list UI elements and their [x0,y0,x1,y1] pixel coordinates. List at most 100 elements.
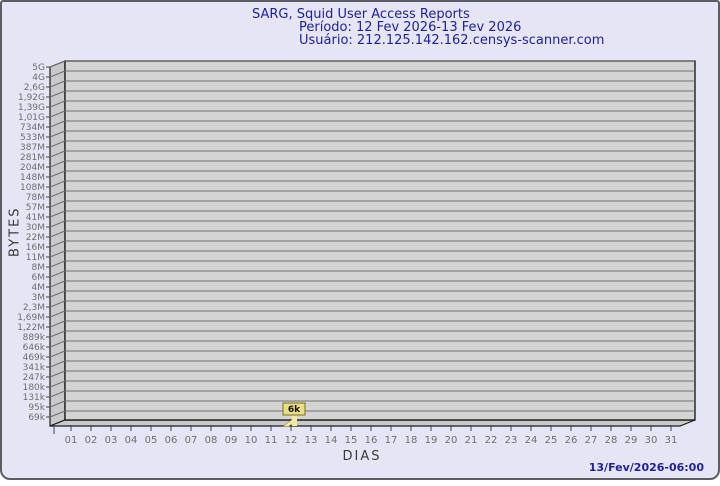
x-axis-tick-label: 23 [505,435,518,446]
grid-line-side [49,60,66,68]
y-axis-tick-label: 734M [20,123,45,133]
x-axis-tick-label: 10 [245,435,258,446]
x-axis-tick-label: 06 [165,435,178,446]
x-axis-tick-label: 31 [665,435,678,446]
x-axis-tick-label: 29 [625,435,638,446]
x-axis-tick-label: 17 [385,435,398,446]
y-axis-tick-label: 108M [20,183,45,193]
bar-marker-flag [282,402,306,416]
grid-line-side [49,320,66,328]
y-axis-tick-label: 889k [23,333,46,343]
grid-line-side [49,220,66,228]
y-axis-tick-label: 41M [26,213,45,223]
x-axis-tick-label: 19 [425,435,438,446]
grid-line-side [49,110,66,118]
x-axis-tick-label: 28 [605,435,618,446]
grid-line-side [49,70,66,78]
grid-line-side [49,240,66,248]
x-axis-tick-label: 04 [125,435,138,446]
y-axis-tick-label: 533M [20,133,45,143]
grid-line-side [49,210,66,218]
y-axis-tick-label: 131k [23,393,46,403]
y-axis-tick-label: 22M [26,233,45,243]
grid-line-side [49,90,66,98]
y-axis-tick-label: 341k [23,363,46,373]
report-title: SARG, Squid User Access Reports [252,7,470,22]
x-axis-tick-label: 30 [645,435,658,446]
y-axis-tick-label: 204M [20,163,45,173]
y-axis-tick-label: 180k [23,383,46,393]
y-axis-tick-label: 11M [26,253,45,263]
grid-line-side [49,410,66,418]
grid-line-side [49,200,66,208]
y-axis-tick-label: 57M [26,203,45,213]
grid-line-side [49,250,66,258]
grid-line-side [49,340,66,348]
grid-line-side [49,300,66,308]
grid-line-side [49,390,66,398]
x-axis-tick-label: 20 [445,435,458,446]
y-axis-tick-label: 6M [32,273,46,283]
report-user: Usuário: 212.125.142.162.censys-scanner.… [299,33,605,48]
x-axis-tick-label: 14 [325,435,338,446]
x-axis-tick-label: 11 [265,435,278,446]
grid-line-side [49,280,66,288]
y-axis-tick-label: 1,69M [17,313,45,323]
y-axis-tick-label: 2,6G [24,83,45,93]
y-axis-tick-label: 16M [26,243,45,253]
x-axis-tick-label: 22 [485,435,498,446]
grid-line-side [49,260,66,268]
grid-line-side [49,400,66,408]
y-axis-tick-label: 1,39G [18,103,45,113]
y-axis-tick-label: 469k [23,353,46,363]
grid-line-side [49,120,66,128]
grid-line-side [49,370,66,378]
x-axis-title: DIAS [342,449,382,464]
y-axis-tick-label: 69k [28,413,45,423]
x-axis-tick-label: 02 [85,435,98,446]
y-axis-tick-label: 4G [32,73,45,83]
x-axis-tick-label: 03 [105,435,118,446]
grid-line-side [49,330,66,338]
grid-line-side [49,380,66,388]
grid-line-side [49,190,66,198]
grid-line-side [49,230,66,238]
x-axis-tick-label: 05 [145,435,158,446]
grid-line-side [49,290,66,298]
y-axis-tick-label: 3M [32,293,46,303]
grid-line-side [49,80,66,88]
y-axis-tick-label: 5G [32,63,45,73]
y-axis-tick-label: 2,3M [23,303,45,313]
x-axis-tick-label: 24 [525,435,538,446]
y-axis-tick-label: 30M [26,223,45,233]
x-axis-tick-label: 25 [545,435,558,446]
grid-line-side [49,100,66,108]
bar-marker-pole [292,415,297,426]
y-axis-tick-label: 1,01G [18,113,45,123]
grid-line-side [49,160,66,168]
y-axis-tick-label: 247k [23,373,46,383]
x-axis-tick-label: 13 [305,435,318,446]
y-axis-tick-label: 1,22M [17,323,45,333]
y-axis-tick-label: 78M [26,193,45,203]
report-period: Período: 12 Fev 2026-13 Fev 2026 [299,20,522,35]
grid-line-side [49,150,66,158]
x-axis-tick-label: 27 [585,435,598,446]
x-axis-tick-label: 26 [565,435,578,446]
plot-floor [49,419,696,427]
x-axis-tick-label: 07 [185,435,198,446]
y-axis-tick-label: 148M [20,173,45,183]
x-axis-tick-label: 21 [465,435,478,446]
x-axis-tick-label: 18 [405,435,418,446]
y-axis-tick-label: 281M [20,153,45,163]
x-axis-tick-label: 01 [65,435,78,446]
x-axis-tick-label: 16 [365,435,378,446]
x-axis-tick-label: 09 [225,435,238,446]
x-axis-tick-label: 15 [345,435,358,446]
grid-line-side [49,170,66,178]
y-axis-tick-label: 1,92G [18,93,45,103]
y-axis-tick-label: 646k [23,343,46,353]
x-axis-tick-label: 08 [205,435,218,446]
